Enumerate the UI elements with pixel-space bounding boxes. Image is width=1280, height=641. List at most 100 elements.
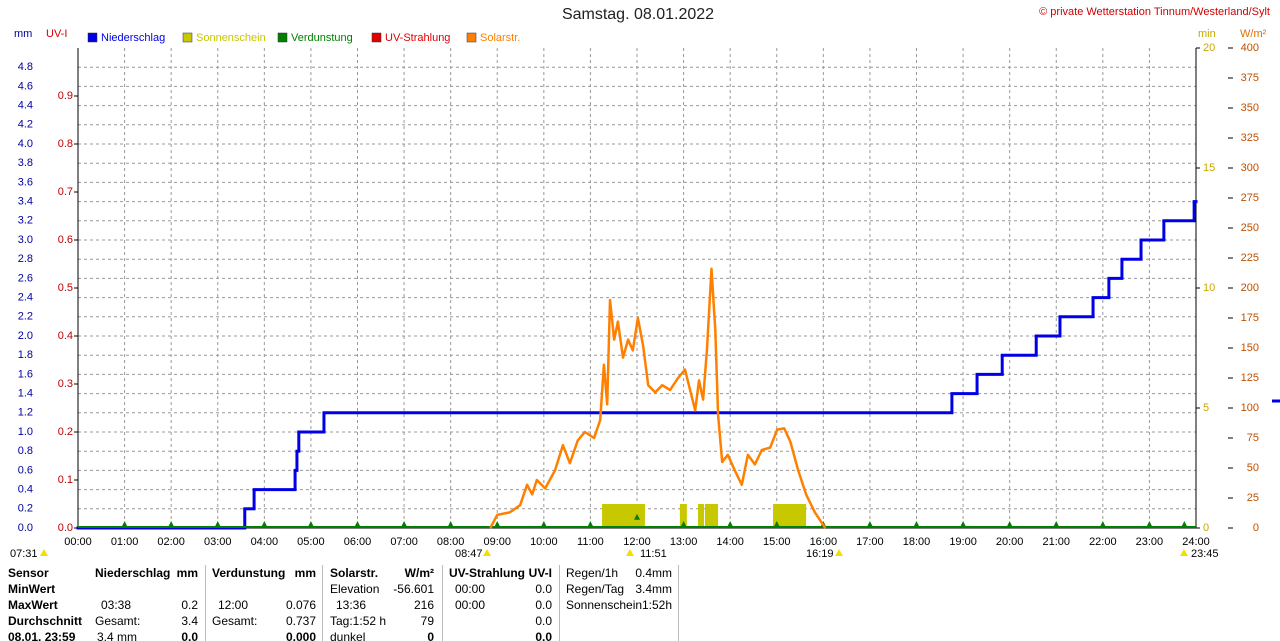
y4-tick-label: 0 (1253, 522, 1259, 534)
y-tick-label: 4.8 (18, 61, 33, 73)
evaporation-marker (1181, 521, 1188, 527)
cell: 12:00 (218, 598, 249, 612)
cell: UV-I (528, 566, 552, 580)
solar-line (489, 267, 827, 529)
y3-tick-label: 15 (1203, 162, 1215, 174)
evaporation-marker (1146, 521, 1153, 527)
y-tick-label: 2.8 (18, 253, 33, 265)
y2-tick-label: 0.2 (58, 426, 73, 438)
cell: Verdunstung (212, 566, 286, 580)
cell: Sensor (8, 566, 49, 580)
y-tick-label: 1.2 (18, 407, 33, 419)
annotation: 07:31 (10, 548, 38, 560)
x-tick-label: 19:00 (949, 536, 977, 548)
cell: -56.601 (393, 582, 434, 596)
cell: Regen/1h (566, 566, 619, 580)
sun-icon (1180, 549, 1188, 556)
cell: 0.0 (535, 598, 552, 612)
y4-tick-label: 150 (1241, 342, 1259, 354)
sunshine-bar (773, 504, 807, 528)
evaporation-marker (1053, 521, 1060, 527)
x-tick-label: 03:00 (204, 536, 232, 548)
separator (678, 565, 679, 641)
evaporation-marker (773, 521, 780, 527)
annotation: 08:47 (455, 548, 483, 560)
legend-swatch (182, 32, 193, 43)
y-tick-label: 0.8 (18, 445, 33, 457)
cell: MinWert (8, 582, 56, 596)
evaporation-marker (307, 521, 314, 527)
cell: Gesamt: (95, 614, 141, 628)
y-tick-label: 4.4 (18, 100, 33, 112)
evaporation-marker (1006, 521, 1013, 527)
y-tick-label: 1.4 (18, 388, 33, 400)
evaporation-marker (587, 521, 594, 527)
y4-tick-label: 200 (1241, 282, 1259, 294)
evaporation-marker (1099, 521, 1106, 527)
cell: Durchschnitt (8, 614, 83, 628)
cell: 216 (413, 598, 434, 612)
chart-title: Samstag. 08.01.2022 (562, 6, 714, 23)
cell: 0.4mm (635, 566, 672, 580)
sun-icon (626, 549, 634, 556)
y3-axis-label: min (1198, 28, 1216, 40)
evaporation-marker (960, 521, 967, 527)
x-tick-label: 00:00 (64, 536, 92, 548)
y-tick-label: 4.6 (18, 80, 33, 92)
y4-tick-label: 375 (1241, 72, 1259, 84)
evaporation-marker (121, 521, 128, 527)
y-tick-label: 1.6 (18, 368, 33, 380)
y-tick-label: 0.2 (18, 503, 33, 515)
sunshine-bar (698, 504, 705, 528)
cell: mm (294, 566, 316, 580)
y-tick-label: 0.0 (18, 522, 33, 534)
evaporation-marker (540, 521, 547, 527)
x-tick-label: 09:00 (483, 536, 511, 548)
cell: Regen/Tag (566, 582, 625, 596)
x-tick-label: 07:00 (390, 536, 418, 548)
y-tick-label: 1.0 (18, 426, 33, 438)
sun-icon (40, 549, 48, 556)
cell: 3.4mm (635, 582, 672, 596)
y4-tick-label: 400 (1241, 42, 1259, 54)
legend-swatch (87, 32, 98, 43)
y4-axis-label: W/m² (1240, 28, 1267, 40)
y4-tick-label: 325 (1241, 132, 1259, 144)
evaporation-marker (866, 521, 873, 527)
y2-tick-label: 0.3 (58, 378, 73, 390)
annotation: 16:19 (806, 548, 834, 560)
evaporation-marker (168, 521, 175, 527)
y2-tick-label: 0.9 (58, 90, 73, 102)
legend-swatch (277, 32, 288, 43)
y2-tick-label: 0.8 (58, 138, 73, 150)
y2-tick-label: 0.5 (58, 282, 73, 294)
evaporation-marker (261, 521, 268, 527)
y-tick-label: 3.8 (18, 157, 33, 169)
y2-tick-label: 0.7 (58, 186, 73, 198)
y3-tick-label: 0 (1203, 522, 1209, 534)
x-tick-label: 08:00 (437, 536, 465, 548)
evaporation-marker (727, 521, 734, 527)
chart: Samstag. 08.01.2022 © private Wetterstat… (10, 6, 1280, 560)
x-tick-label: 17:00 (856, 536, 884, 548)
x-tick-label: 02:00 (157, 536, 185, 548)
sunshine-bar (602, 504, 645, 528)
cell: 0.0 (535, 630, 552, 641)
legend-label: Verdunstung (291, 32, 353, 44)
x-tick-label: 22:00 (1089, 536, 1117, 548)
cell: 3.4 (181, 614, 198, 628)
x-tick-label: 23:00 (1136, 536, 1164, 548)
y-tick-label: 2.2 (18, 311, 33, 323)
cell: 08.01. 23:59 (8, 630, 76, 641)
x-tick-label: 16:00 (810, 536, 838, 548)
separator (559, 565, 560, 641)
y4-tick-label: 225 (1241, 252, 1259, 264)
y-tick-label: 3.2 (18, 215, 33, 227)
annotation: 11:51 (640, 548, 667, 560)
x-tick-label: 14:00 (716, 536, 744, 548)
x-tick-label: 13:00 (670, 536, 698, 548)
copyright: © private Wetterstation Tinnum/Westerlan… (1039, 6, 1270, 18)
sunshine-bar (679, 504, 687, 528)
x-tick-label: 18:00 (903, 536, 931, 548)
